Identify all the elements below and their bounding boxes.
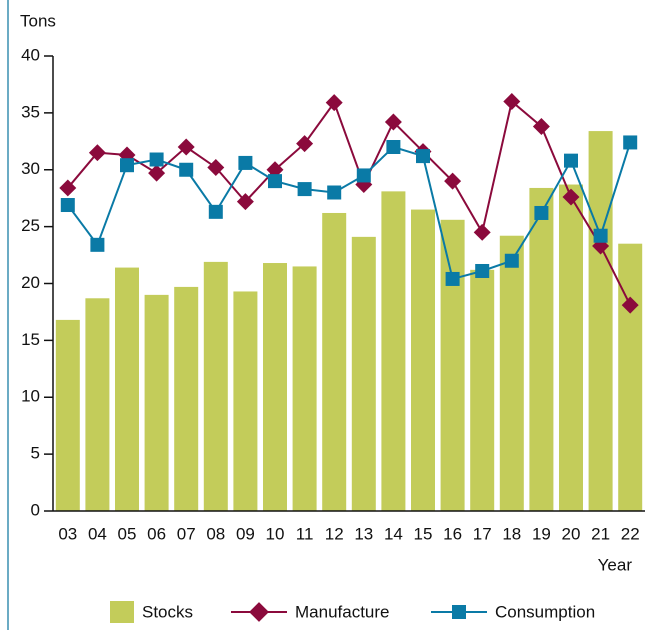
y-tick-label: 25 [21,216,40,235]
y-tick-label: 5 [31,444,40,463]
y-tick-label: 15 [21,330,40,349]
bar [411,209,435,511]
marker [149,152,164,167]
x-tick-label: 11 [296,524,314,543]
line [67,99,632,306]
x-tick-label: 06 [147,524,166,543]
bar [55,319,80,511]
bar [263,263,287,511]
bar [174,286,199,511]
marker [534,205,549,220]
marker [297,182,312,197]
bar [588,131,613,511]
marker [564,153,578,168]
legend-marker [452,605,466,619]
marker [236,193,254,211]
marker [327,185,342,200]
bar [203,261,228,511]
marker [504,253,519,268]
marker [444,172,462,190]
x-tick-label: 21 [591,524,610,543]
x-tick-label: 08 [206,524,225,543]
x-tick-label: 09 [236,524,255,543]
marker [88,144,106,162]
x-tick-label: 19 [532,524,551,543]
marker [207,158,225,176]
x-tick-label: 15 [414,524,433,543]
marker [266,161,284,179]
y-axis-label: Tons [20,11,56,30]
x-tick-label: 20 [562,524,581,543]
x-tick-label: 16 [443,524,462,543]
bar [529,187,554,511]
x-tick-label: 10 [266,524,285,543]
y-tick-label: 35 [21,102,40,121]
marker [386,140,401,154]
marker [445,271,460,286]
bar [351,236,376,512]
marker [532,118,550,136]
marker [356,168,371,183]
bar [499,235,524,511]
bar [292,266,317,511]
x-tick-label: 22 [621,524,640,543]
marker [562,188,580,206]
marker [475,263,490,278]
y-tick-label: 30 [21,159,40,178]
bar [470,269,495,511]
marker [238,155,253,170]
x-tick-label: 07 [177,524,196,543]
legend-marker [249,602,269,622]
marker [593,228,608,243]
marker [296,135,314,153]
x-tick-label: 17 [473,524,492,543]
x-tick-label: 14 [384,524,403,543]
y-tick-label: 0 [31,500,40,519]
marker [473,223,491,241]
marker [120,158,134,173]
marker [503,93,521,110]
marker [90,237,105,252]
marker [177,138,195,156]
legend: Stocks Manufacture Consumption [110,601,595,623]
bar [115,267,139,511]
x-tick-label: 04 [88,524,107,543]
marker [60,198,75,213]
legend-label: Stocks [142,602,193,621]
x-tick-label: 12 [325,524,344,543]
x-axis-label: Year [598,555,633,574]
y-tick-label: 40 [21,45,40,64]
bar [559,184,583,511]
x-tick-label: 05 [118,524,137,543]
marker [621,296,639,314]
x-tick-label: 03 [58,524,77,543]
bar [233,291,258,511]
bar [322,212,347,511]
bar [618,243,643,511]
marker [623,135,638,150]
marker [148,164,166,182]
legend-label: Manufacture [295,602,390,621]
marker [208,204,223,219]
marker [416,149,430,164]
y-tick-label: 10 [21,387,40,406]
marker [384,113,402,131]
bar [144,294,169,511]
marker [179,162,194,177]
y-tick-label: 20 [21,273,40,292]
legend-label: Consumption [495,602,595,621]
x-tick-label: 13 [354,524,373,543]
x-tick-label: 18 [502,524,521,543]
bar [440,219,465,512]
marker [268,174,282,189]
marker [325,94,343,112]
bar [85,298,110,511]
bar [381,191,406,512]
legend-swatch [110,601,134,623]
